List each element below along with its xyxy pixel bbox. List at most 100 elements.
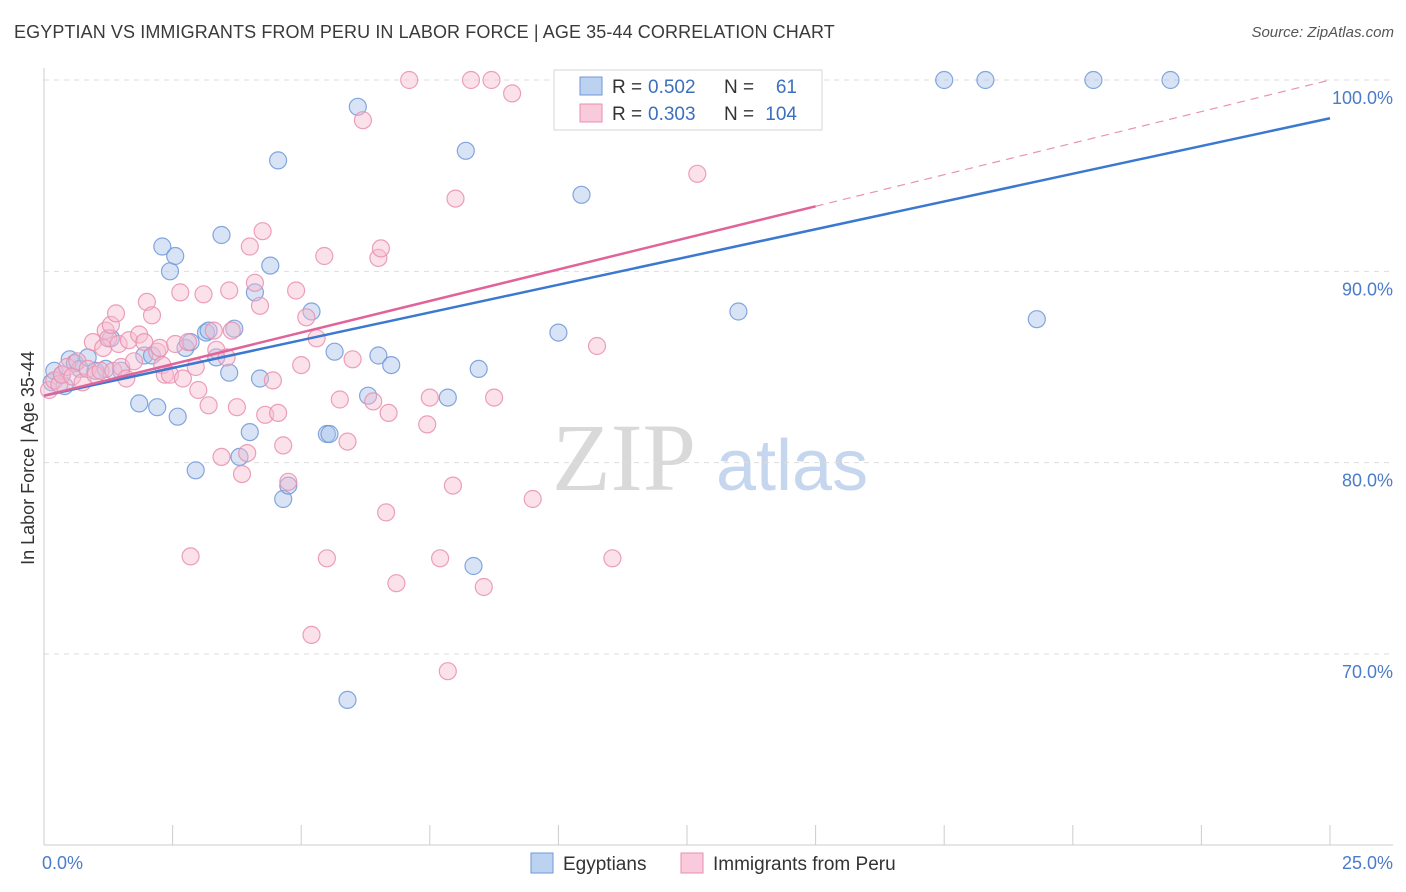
legend-r-label-1: R =: [612, 77, 642, 98]
data-point: [364, 392, 383, 411]
data-point: [420, 388, 439, 407]
data-point: [238, 444, 257, 463]
data-point: [101, 315, 121, 334]
data-point: [199, 321, 218, 340]
data-point: [464, 556, 483, 576]
data-point: [220, 363, 239, 382]
y-tick-label-3: 100.0%: [1332, 88, 1393, 108]
data-point: [353, 111, 372, 130]
data-point: [148, 398, 167, 417]
data-point: [1161, 70, 1180, 90]
data-point: [225, 319, 244, 338]
data-point: [222, 321, 241, 340]
data-point: [572, 185, 591, 204]
series-legend-swatch-peru: [680, 852, 704, 874]
legend: R = 0.502 N = 61 R = 0.303 N = 104: [553, 69, 823, 131]
axes: [43, 68, 1393, 846]
series-legend: Egyptians Immigrants from Peru: [530, 852, 896, 875]
data-point: [474, 577, 493, 597]
data-point: [279, 476, 298, 495]
data-point: [199, 396, 218, 415]
data-point: [523, 489, 542, 509]
data-point: [91, 361, 110, 380]
data-point: [204, 321, 223, 340]
legend-r-label-2: R =: [612, 104, 642, 125]
data-point: [166, 246, 185, 266]
data-point: [240, 237, 259, 256]
data-point: [220, 281, 239, 300]
legend-swatch-peru: [579, 103, 603, 123]
trend-lines: [43, 79, 1331, 397]
legend-n-value-egyptians: 61: [776, 77, 797, 98]
data-point: [1027, 310, 1046, 329]
y-axis-title: In Labor Force | Age 35-44: [18, 351, 38, 565]
data-point: [240, 423, 259, 442]
data-point: [261, 256, 280, 275]
legend-r-value-peru: 0.303: [648, 104, 696, 125]
data-point: [106, 304, 126, 323]
data-point: [173, 369, 192, 388]
trend-line-egyptians: [43, 117, 1331, 397]
data-point: [343, 350, 362, 369]
data-point: [124, 352, 144, 371]
data-point: [212, 225, 231, 245]
data-point: [431, 549, 450, 568]
data-point: [150, 338, 169, 357]
data-point: [317, 549, 336, 568]
data-point: [485, 388, 504, 407]
y-tick-label-1: 80.0%: [1342, 471, 1393, 491]
data-point: [99, 329, 118, 348]
data-point: [171, 283, 190, 302]
data-point: [186, 461, 205, 480]
data-point: [68, 352, 87, 371]
data-point: [279, 472, 298, 491]
data-point: [168, 407, 187, 426]
data-point: [603, 549, 622, 568]
data-point: [302, 625, 321, 645]
data-point: [57, 357, 77, 377]
data-points: [39, 70, 1180, 710]
data-point: [418, 415, 437, 434]
chart-title: EGYPTIAN VS IMMIGRANTS FROM PERU IN LABO…: [14, 22, 835, 42]
data-point: [250, 296, 270, 315]
data-point: [142, 306, 162, 325]
data-point: [446, 189, 465, 208]
trend-line-extension-peru: [815, 79, 1331, 207]
data-point: [287, 281, 306, 300]
data-point: [178, 333, 198, 352]
data-point: [292, 356, 311, 375]
chart-source: Source: ZipAtlas.com: [1251, 24, 1394, 41]
data-point: [935, 70, 954, 90]
legend-n-value-peru: 104: [765, 104, 797, 125]
data-point: [181, 547, 200, 566]
series-legend-label-peru: Immigrants from Peru: [713, 854, 896, 875]
data-point: [194, 285, 213, 304]
grid-lines: [44, 79, 1393, 655]
data-point: [502, 84, 522, 103]
data-point: [119, 331, 138, 350]
data-point: [227, 398, 246, 417]
watermark-zip: ZIP: [552, 404, 696, 511]
legend-swatch-egyptians: [579, 76, 603, 96]
data-point: [269, 403, 288, 422]
data-point: [325, 342, 344, 361]
tick-labels: 70.0% 80.0% 90.0% 100.0% 0.0% 25.0%: [42, 88, 1393, 873]
legend-n-label-2: N =: [724, 104, 754, 125]
data-point: [274, 489, 293, 509]
data-point: [153, 237, 172, 256]
data-point: [245, 283, 264, 302]
data-point: [549, 323, 568, 342]
data-point: [587, 336, 607, 356]
data-point: [456, 141, 475, 160]
data-point: [109, 334, 128, 354]
data-point: [83, 333, 103, 352]
data-point: [400, 70, 419, 90]
data-point: [1084, 70, 1103, 90]
data-point: [382, 356, 401, 375]
data-point: [438, 662, 457, 681]
data-point: [160, 262, 180, 281]
data-point: [379, 403, 398, 422]
series-legend-swatch-egyptians: [530, 852, 554, 874]
data-point: [320, 424, 339, 444]
